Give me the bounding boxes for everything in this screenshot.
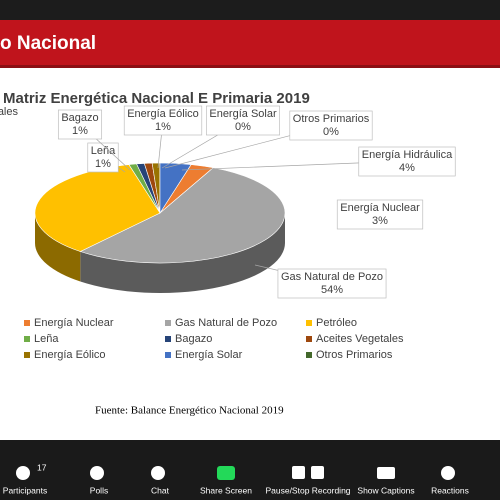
legend-swatch — [306, 320, 312, 326]
data-label-value: 1% — [95, 158, 111, 170]
toolbar-label[interactable]: Polls — [90, 485, 108, 495]
data-label-box — [289, 110, 373, 141]
toolbar-icon[interactable] — [441, 466, 455, 480]
data-label-value: 1% — [72, 125, 88, 137]
toolbar-label[interactable]: Reactions — [431, 485, 469, 495]
slide-header — [0, 20, 500, 65]
legend-label: Aceites Vegetales — [316, 333, 404, 345]
legend-swatch — [306, 336, 312, 342]
data-label-box — [336, 199, 424, 230]
data-label-box — [277, 268, 387, 299]
data-label-value: 0% — [235, 121, 251, 133]
cc-icon[interactable] — [377, 467, 395, 479]
toolbar-label[interactable]: Share Screen — [200, 485, 252, 495]
top-bar — [0, 0, 500, 20]
toolbar-button[interactable]: Participants — [3, 466, 47, 495]
slice-side — [80, 213, 286, 294]
legend-label: Otros Primarios — [316, 349, 393, 361]
legend-swatch — [24, 320, 30, 326]
slide-title: o Nacional — [0, 33, 96, 54]
legend-label: Gas Natural de Pozo — [175, 317, 277, 329]
legend-swatch — [24, 336, 30, 342]
legend-swatch — [24, 352, 30, 358]
legend-label: Energía Solar — [175, 349, 243, 361]
legend-label: Bagazo — [175, 333, 212, 345]
pie — [34, 162, 286, 294]
data-label-value: 1% — [155, 121, 171, 133]
data-label-box — [57, 109, 103, 140]
toolbar-icon[interactable] — [90, 466, 104, 480]
legend-label: Energía Eólico — [34, 349, 106, 361]
toolbar-label[interactable]: Chat — [151, 485, 170, 495]
toolbar-icon[interactable] — [151, 466, 165, 480]
legend-label: Leña — [34, 333, 59, 345]
legend-swatch — [165, 320, 171, 326]
share-icon[interactable] — [217, 466, 235, 480]
pause-icon[interactable] — [292, 466, 305, 479]
toolbar-button[interactable]: Polls — [90, 466, 108, 495]
toolbar-button[interactable]: Show Captions — [357, 467, 415, 495]
data-label-value: 0% — [323, 126, 339, 138]
toolbar-button[interactable]: Chat — [151, 466, 170, 495]
toolbar-button[interactable]: Share Screen — [200, 466, 252, 495]
data-label-name: Energía Solar — [209, 108, 277, 120]
data-label-box — [87, 142, 119, 173]
data-label-name: Energía Eólico — [127, 108, 199, 120]
data-label-box — [206, 105, 280, 136]
pie-slice — [79, 167, 286, 264]
data-label-value: 54% — [321, 284, 343, 296]
data-label-name: Energía Nuclear — [340, 202, 420, 214]
data-label-value: 4% — [399, 162, 415, 174]
data-label-name: Leña — [91, 145, 116, 157]
toolbar-label[interactable]: Pause/Stop Recording — [265, 485, 350, 495]
data-label-box — [358, 146, 456, 177]
data-label-name: Otros Primarios — [293, 113, 370, 125]
data-label-value: 3% — [372, 215, 388, 227]
toolbar-items: Participants Polls Chat Share Screen Pause/S… — [3, 462, 469, 495]
stop-icon[interactable] — [311, 466, 324, 479]
slice-side — [34, 213, 81, 282]
legend: Energía Nuclear Gas Natural de Pozo Petról… — [24, 317, 404, 361]
legend-swatch — [165, 352, 171, 358]
participants-count: 17 — [37, 462, 47, 472]
meeting-toolbar — [0, 440, 500, 500]
toolbar-label[interactable]: Show Captions — [357, 485, 414, 495]
toolbar-label[interactable]: Participants — [3, 485, 47, 495]
data-label-name: Gas Natural de Pozo — [281, 271, 383, 283]
source-note: Fuente: Balance Energético Nacional 2019 — [95, 405, 284, 417]
header-rule — [0, 65, 500, 68]
chart-title: Matriz Energética Nacional E Primaria 20… — [3, 90, 310, 107]
data-label-name: Bagazo — [61, 112, 98, 124]
data-label-name: Energía Hidráulica — [362, 149, 453, 161]
data-label-box — [123, 105, 203, 136]
pie-slice — [159, 162, 192, 215]
legend-swatch — [306, 352, 312, 358]
toolbar-button[interactable]: Reactions — [431, 466, 469, 495]
legend-label: Energía Nuclear — [34, 317, 114, 329]
legend-label: Petróleo — [316, 317, 357, 329]
toolbar-icon[interactable] — [16, 466, 30, 480]
data-label-name: Aceites Vegetales — [0, 106, 18, 118]
toolbar-button[interactable]: Pause/Stop Recording — [265, 466, 351, 495]
legend-swatch — [165, 336, 171, 342]
